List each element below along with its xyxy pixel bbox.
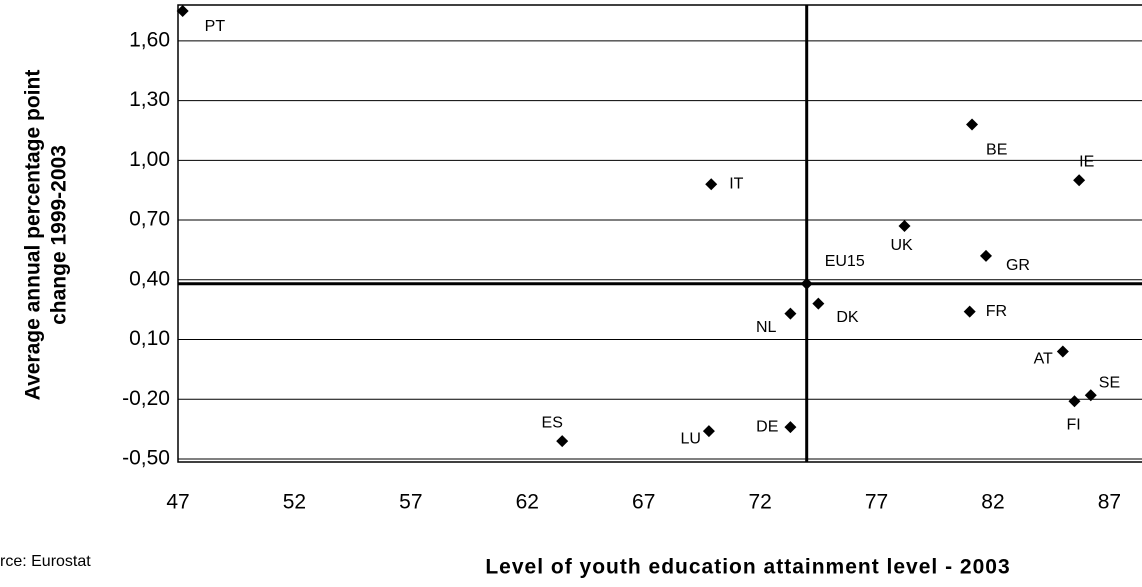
data-point <box>898 220 911 233</box>
y-tick-label: 1,30 <box>129 88 170 111</box>
point-label: UK <box>890 237 913 254</box>
point-label: PT <box>205 18 226 35</box>
point-label: IE <box>1079 153 1094 170</box>
data-point <box>176 4 189 17</box>
data-point <box>1084 389 1097 402</box>
point-label: FR <box>986 303 1007 320</box>
data-point <box>812 297 825 310</box>
data-point <box>702 425 715 438</box>
y-axis-label: Average annual percentage point <box>22 70 45 401</box>
data-point <box>979 249 992 262</box>
data-point <box>1056 345 1069 358</box>
data-point <box>556 435 569 448</box>
data-point <box>1068 395 1081 408</box>
x-tick-label: 62 <box>516 491 539 514</box>
y-tick-label: -0,20 <box>122 387 170 410</box>
x-tick-label: 67 <box>632 491 655 514</box>
x-tick-label: 57 <box>399 491 422 514</box>
data-point <box>966 118 979 131</box>
x-tick-label: 77 <box>865 491 888 514</box>
y-tick-label: 0,40 <box>129 267 170 290</box>
point-label: NL <box>756 319 777 336</box>
point-label: DE <box>756 418 778 435</box>
x-tick-label: 52 <box>283 491 306 514</box>
source-note: rce: Eurostat <box>0 553 91 570</box>
data-point <box>1073 174 1086 187</box>
x-tick-label: 72 <box>748 491 771 514</box>
point-label: IT <box>729 175 743 192</box>
y-axis-label: change 1999-2003 <box>48 145 71 325</box>
point-label: LU <box>680 430 700 447</box>
point-label: ES <box>542 414 563 431</box>
data-point <box>784 421 797 434</box>
data-point <box>800 277 813 290</box>
point-label: AT <box>1034 351 1053 368</box>
point-label: SE <box>1099 374 1120 391</box>
data-point <box>784 307 797 320</box>
x-tick-label: 87 <box>1098 491 1121 514</box>
point-label: FI <box>1066 416 1080 433</box>
plot-border <box>177 4 1142 463</box>
y-tick-label: 1,00 <box>129 148 170 171</box>
x-tick-label: 82 <box>981 491 1004 514</box>
x-tick-label: 47 <box>166 491 189 514</box>
point-label: BE <box>986 142 1007 159</box>
data-point <box>705 178 718 191</box>
point-label: GR <box>1006 257 1030 274</box>
y-tick-label: 1,60 <box>129 28 170 51</box>
data-point <box>963 305 976 318</box>
y-tick-label: -0,50 <box>122 447 170 470</box>
point-label: DK <box>836 309 859 326</box>
y-tick-label: 0,70 <box>129 208 170 231</box>
x-axis-label: Level of youth education attainment leve… <box>485 556 1010 579</box>
point-label: EU15 <box>825 253 865 270</box>
y-tick-label: 0,10 <box>129 327 170 350</box>
